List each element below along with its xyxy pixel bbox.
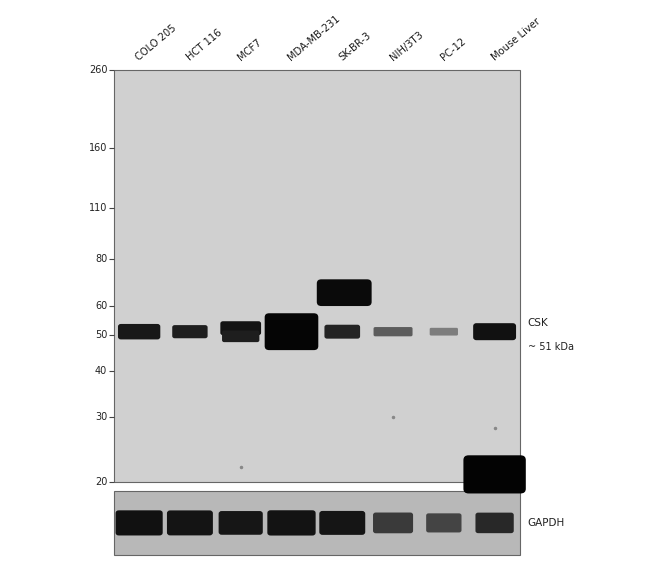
- Text: 20: 20: [95, 477, 107, 487]
- FancyBboxPatch shape: [426, 514, 462, 532]
- Text: CSK: CSK: [528, 318, 549, 328]
- Bar: [114, 491, 520, 555]
- Text: ~ 51 kDa: ~ 51 kDa: [528, 342, 574, 352]
- Text: GAPDH: GAPDH: [528, 518, 565, 528]
- Text: Mouse Liver: Mouse Liver: [489, 16, 542, 63]
- Text: NIH/3T3: NIH/3T3: [388, 30, 425, 63]
- Text: 260: 260: [89, 64, 107, 75]
- FancyBboxPatch shape: [220, 321, 261, 335]
- FancyBboxPatch shape: [373, 512, 413, 533]
- FancyBboxPatch shape: [475, 512, 514, 533]
- Text: 30: 30: [95, 412, 107, 422]
- FancyBboxPatch shape: [218, 511, 263, 535]
- Text: PC-12: PC-12: [439, 36, 467, 63]
- FancyBboxPatch shape: [222, 331, 259, 342]
- FancyBboxPatch shape: [118, 324, 161, 339]
- FancyBboxPatch shape: [172, 325, 207, 338]
- Text: 160: 160: [89, 143, 107, 153]
- Text: 110: 110: [89, 203, 107, 213]
- FancyBboxPatch shape: [374, 327, 413, 336]
- Text: SK-BR-3: SK-BR-3: [337, 30, 373, 63]
- Text: MDA-MB-231: MDA-MB-231: [287, 13, 343, 63]
- FancyBboxPatch shape: [267, 510, 316, 536]
- FancyBboxPatch shape: [116, 510, 162, 536]
- FancyBboxPatch shape: [265, 313, 318, 350]
- FancyBboxPatch shape: [167, 510, 213, 536]
- Text: 40: 40: [95, 366, 107, 376]
- FancyBboxPatch shape: [324, 325, 360, 339]
- Text: COLO 205: COLO 205: [134, 23, 179, 63]
- FancyBboxPatch shape: [317, 279, 372, 306]
- FancyBboxPatch shape: [463, 456, 526, 493]
- Text: HCT 116: HCT 116: [185, 28, 224, 63]
- FancyBboxPatch shape: [473, 323, 516, 340]
- Text: 50: 50: [95, 330, 107, 340]
- Text: 80: 80: [95, 254, 107, 264]
- Bar: [114, 70, 520, 482]
- Text: MCF7: MCF7: [235, 37, 263, 63]
- Text: 60: 60: [95, 300, 107, 311]
- FancyBboxPatch shape: [430, 328, 458, 336]
- FancyBboxPatch shape: [319, 511, 365, 535]
